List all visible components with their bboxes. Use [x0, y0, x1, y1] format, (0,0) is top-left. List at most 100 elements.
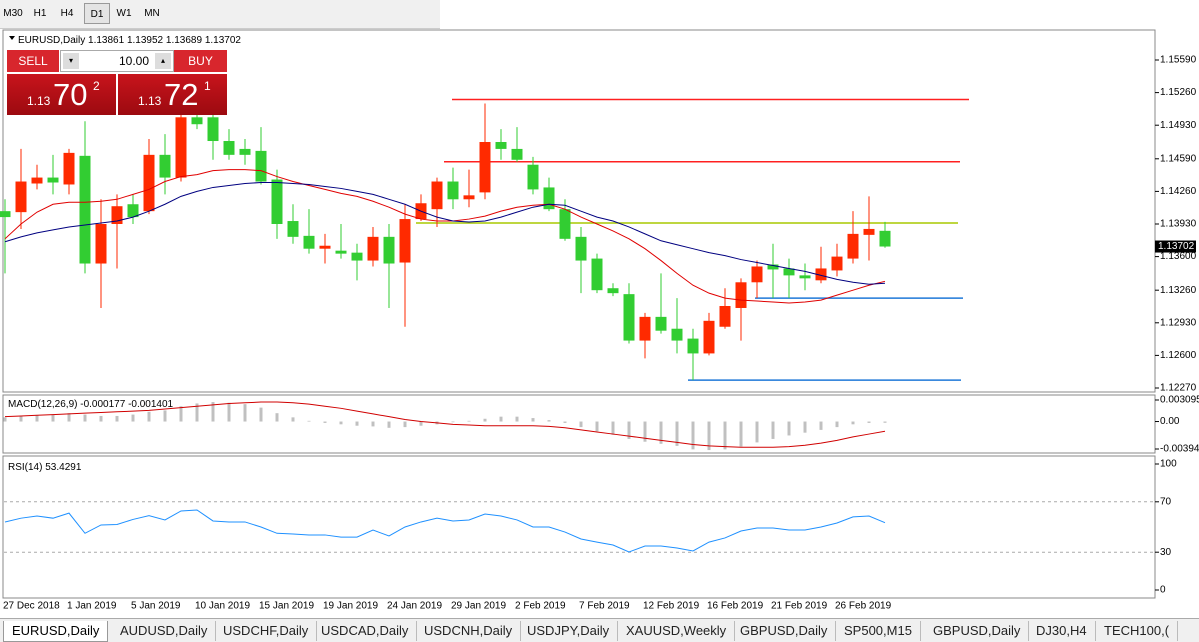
y-tick-label: 70 [1160, 496, 1172, 507]
macd-bar [163, 410, 167, 422]
macd-bar [67, 413, 71, 422]
candle-body [239, 148, 251, 155]
main-frame [2, 29, 1156, 393]
x-tick-label: 24 Jan 2019 [387, 601, 442, 612]
x-tick-label: 12 Feb 2019 [643, 601, 700, 612]
macd-bar [579, 421, 583, 428]
macd-bar [883, 421, 887, 423]
macd-bar [211, 402, 215, 422]
symbol-tab[interactable]: GBPUSD,Daily [732, 621, 837, 641]
symbol-tab[interactable]: USDCHF,Daily [215, 621, 318, 641]
timeframe-button[interactable]: D1 [84, 3, 110, 24]
timeframe-button[interactable]: H4 [60, 8, 74, 19]
macd-bar [691, 421, 695, 450]
price-marker-label: 1.13702 [1158, 241, 1195, 252]
macd-bar [291, 417, 295, 422]
title: EURUSD,Daily [18, 35, 85, 46]
candle-body [575, 236, 587, 261]
candle-body [687, 338, 699, 354]
title: RSI(14) [8, 462, 42, 473]
macd-bar [307, 420, 311, 422]
timeframe-button[interactable]: MN [144, 8, 160, 19]
volume-field[interactable]: ▾ 10.00 ▴ [60, 50, 174, 72]
macd-bar [3, 417, 7, 422]
macd-bar [275, 413, 279, 422]
symbol-tab[interactable]: USDCAD,Daily [313, 621, 418, 641]
x-tick-label: 27 Dec 2018 [3, 601, 60, 612]
macd-bar [659, 421, 663, 444]
macd-bar [739, 421, 743, 447]
macd-bar [563, 421, 567, 423]
candle-body [479, 142, 491, 193]
y-tick-label: 1.12270 [1160, 383, 1197, 394]
symbol-tab[interactable]: XAUUSD,Weekly [618, 621, 736, 641]
macd-bar [339, 421, 343, 425]
candle-body [95, 224, 107, 264]
macd-bar [675, 421, 679, 446]
bid-pips: 70 [53, 77, 88, 112]
candle-body [223, 141, 235, 155]
macd-bar [403, 421, 407, 428]
trade-panel: SELL ▾ 10.00 ▴ BUY 1.13 70 2 1.13 72 1 [7, 50, 227, 116]
candle-body [767, 264, 779, 270]
candle-body [15, 181, 27, 213]
candle-body [623, 294, 635, 341]
bid-point: 2 [93, 79, 100, 93]
symbol-tab[interactable]: DJ30,H4 [1028, 621, 1096, 641]
symbol-tab[interactable]: EURUSD,Daily [3, 621, 109, 642]
candle-body [63, 152, 75, 185]
y-tick-label: 1.13600 [1160, 251, 1197, 262]
candle-body [463, 195, 475, 200]
symbol-tab[interactable]: TECH100,( [1096, 621, 1179, 641]
ask-price[interactable]: 1.13 72 1 [118, 74, 227, 115]
macd-bar [643, 421, 647, 442]
rsi-frame [2, 455, 1156, 599]
symbol-icon [9, 36, 15, 40]
timeframe-button[interactable]: M30 [3, 8, 23, 19]
y-tick-label: 1.13930 [1160, 219, 1197, 230]
y-tick-label: 1.15590 [1160, 55, 1197, 66]
y-tick-label: 30 [1160, 547, 1172, 558]
symbol-tab[interactable]: AUDUSD,Daily [112, 621, 217, 641]
candle-body [111, 206, 123, 224]
candle-body [431, 181, 443, 210]
volume-up[interactable]: ▴ [155, 53, 171, 69]
ask-pips: 72 [164, 77, 199, 112]
y-tick-label: 1.14260 [1160, 186, 1197, 197]
symbol-tab[interactable]: USDCNH,Daily [416, 621, 522, 641]
y-tick-label: 100 [1160, 459, 1177, 470]
x-tick-label: 21 Feb 2019 [771, 601, 828, 612]
macd-bar [835, 421, 839, 428]
timeframe-button[interactable]: H1 [33, 8, 47, 19]
macd-bar [195, 403, 199, 422]
ask-prefix: 1.13 [138, 94, 162, 108]
signal-line [4, 401, 886, 448]
symbol-tab[interactable]: USDJPY,Daily [519, 621, 619, 641]
macd-bar [867, 421, 871, 423]
symbol-tab[interactable]: SP500,M15 [836, 621, 921, 641]
macd-bar [179, 406, 183, 422]
candle-body [879, 230, 891, 247]
buy-button[interactable]: BUY [174, 50, 227, 72]
moving-average [4, 169, 886, 304]
candle-body [287, 221, 299, 237]
macd-bar [83, 414, 87, 422]
volume-down[interactable]: ▾ [63, 53, 79, 69]
macd-bar [147, 411, 151, 422]
symbol-tab[interactable]: GBPUSD,Daily [925, 621, 1030, 641]
bid-price[interactable]: 1.13 70 2 [7, 74, 116, 115]
bid-prefix: 1.13 [27, 94, 51, 108]
candle-body [527, 164, 539, 190]
candle-body [351, 252, 363, 261]
macd-title: MACD(12,26,9) -0.000177 -0.001401 [8, 399, 174, 410]
candle-body [847, 233, 859, 259]
moving-average [4, 182, 886, 285]
timeframe-button[interactable]: W1 [116, 8, 132, 19]
candle-body [511, 148, 523, 160]
x-tick-label: 29 Jan 2019 [451, 601, 506, 612]
sell-button[interactable]: SELL [7, 50, 59, 72]
y-tick-label: 1.15260 [1160, 87, 1197, 98]
y-tick-label: 0 [1160, 585, 1166, 596]
candle-body [319, 245, 331, 249]
